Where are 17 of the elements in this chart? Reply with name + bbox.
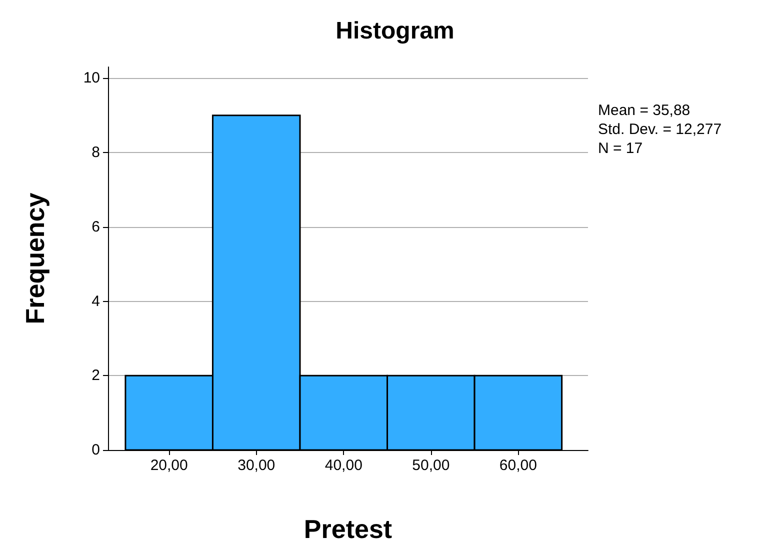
x-tick-label: 40,00 bbox=[324, 457, 362, 474]
text: Std. Dev. = 12,277 bbox=[598, 121, 722, 138]
y-tick-label: 10 bbox=[83, 70, 100, 87]
x-axis-title: Pretest bbox=[304, 514, 392, 544]
y-tick-label: 0 bbox=[92, 442, 100, 458]
x-tick-label: 20,00 bbox=[150, 457, 188, 474]
x-tick-label: 50,00 bbox=[412, 457, 450, 474]
y-tick-label: 6 bbox=[92, 218, 100, 236]
y-tick-label: 2 bbox=[92, 367, 100, 384]
x-tick-label: 60,00 bbox=[499, 457, 537, 474]
text: N = 17 bbox=[598, 140, 643, 157]
text: Mean = 35,88 bbox=[598, 102, 690, 119]
chart-title: Histogram bbox=[336, 18, 454, 44]
y-tick-label: 8 bbox=[92, 144, 100, 162]
x-tick-label: 30,00 bbox=[238, 457, 276, 474]
y-tick-label: 4 bbox=[92, 292, 100, 310]
y-axis-title: Frequency bbox=[20, 192, 50, 324]
